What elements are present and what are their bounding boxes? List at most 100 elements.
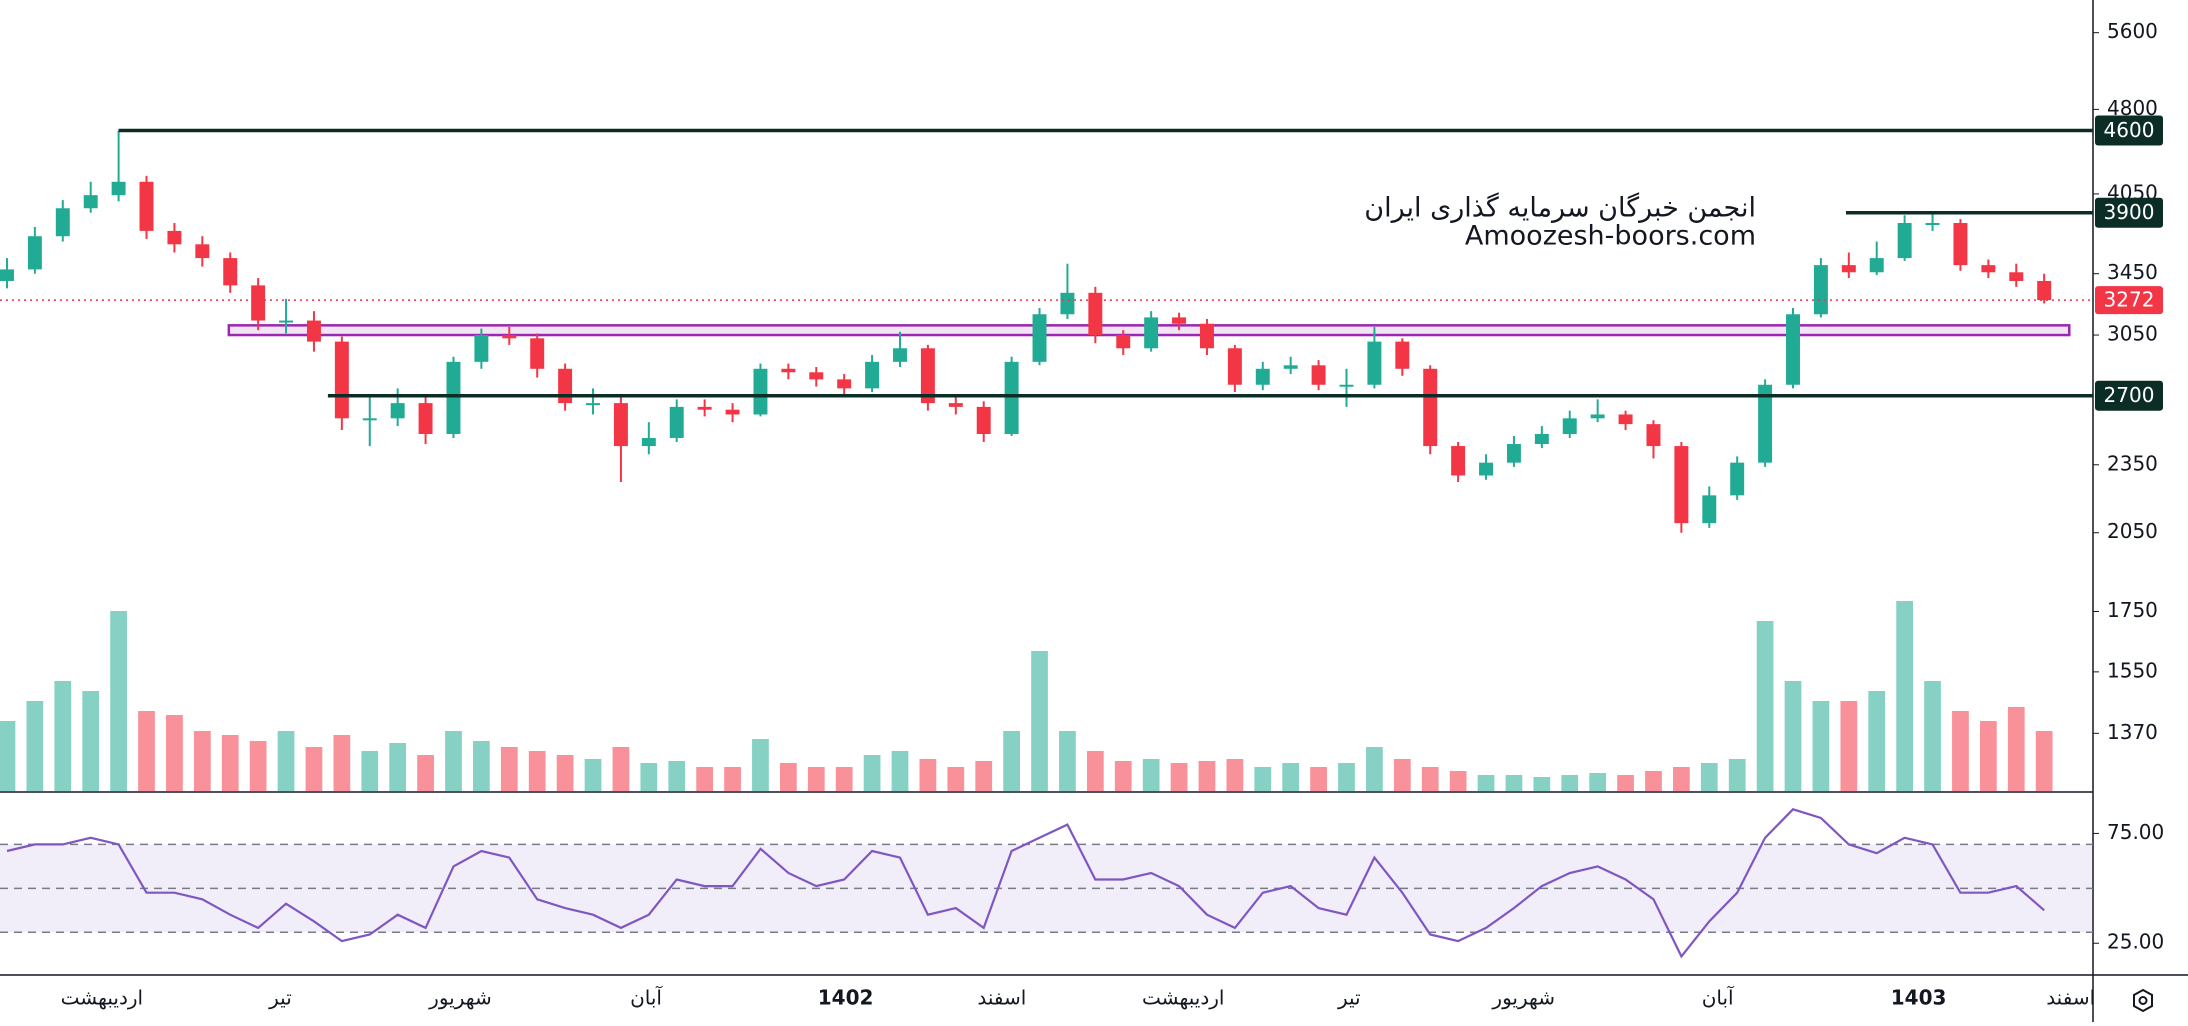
rsi-line	[6, 808, 2045, 959]
y-tick-label: 3450	[2107, 260, 2158, 284]
volume-bar	[1728, 759, 1746, 791]
last-price-label: 3272	[2104, 288, 2155, 312]
annotation: Amoozesh-boors.com	[1465, 221, 1756, 252]
x-tick-label: اردیبهشت	[1142, 986, 1224, 1010]
candle-body	[306, 320, 321, 342]
y-tick-label: 25.00	[2107, 930, 2164, 954]
level-label-box	[2095, 197, 2163, 228]
volume-bar	[752, 739, 769, 791]
candle-body	[669, 406, 684, 438]
candle-body	[1702, 495, 1717, 524]
candle-body	[1227, 348, 1242, 385]
candle-body	[1925, 223, 1940, 226]
volume-bar	[1673, 767, 1690, 791]
candle-body	[976, 406, 991, 434]
volume-bar	[947, 767, 965, 791]
x-tick-label: تیر	[268, 986, 292, 1010]
candle-body	[1283, 365, 1298, 369]
volume-bar	[221, 735, 239, 791]
candle-body	[1060, 292, 1075, 315]
y-tick-label: 1550	[2107, 658, 2158, 682]
y-tick-label: 2050	[2107, 519, 2158, 543]
volume-bar	[807, 767, 825, 791]
volume-bar	[54, 681, 72, 791]
candle-body	[641, 437, 656, 447]
volume-bar	[1505, 775, 1523, 791]
volume-bar	[1114, 761, 1132, 791]
candle-body	[613, 403, 628, 447]
candle-body	[27, 236, 42, 270]
x-tick-label: 1402	[818, 986, 874, 1010]
candle-body	[1423, 368, 1438, 447]
candle-body	[1339, 384, 1354, 387]
candle-body	[1869, 258, 1884, 273]
volume-bar	[1449, 771, 1467, 791]
candle-body	[446, 361, 461, 434]
x-tick-label: اسفند	[2046, 986, 2095, 1010]
candle-body	[1172, 317, 1187, 324]
volume-bar	[1896, 601, 1914, 791]
candle-body	[865, 361, 880, 389]
volume-bar	[138, 711, 155, 791]
volume-bar	[473, 741, 490, 791]
candle-body	[167, 230, 182, 245]
volume-bar	[249, 741, 267, 791]
candle-body	[334, 341, 349, 419]
volume-bar	[668, 761, 686, 791]
volume-bar	[166, 715, 183, 791]
volume-bar	[1086, 751, 1104, 791]
candle-body	[0, 269, 14, 281]
volume-bar	[1393, 759, 1411, 791]
volume-bar	[1282, 763, 1300, 791]
candle-body	[1004, 361, 1019, 434]
volume-bar	[1310, 767, 1327, 791]
candle-body	[2009, 272, 2024, 281]
candle-body	[55, 208, 70, 237]
volume-bar	[417, 755, 434, 791]
candle-body	[1674, 446, 1689, 524]
volume-bar	[1979, 721, 1997, 791]
volume-bar	[1142, 759, 1160, 791]
settings-icon[interactable]	[2133, 988, 2153, 1013]
candle-body	[1255, 368, 1270, 385]
volume-bar	[779, 763, 797, 791]
volume-bar	[835, 767, 853, 791]
volume-bar	[724, 767, 741, 791]
volume-bar	[584, 759, 602, 791]
volume-bar	[82, 691, 100, 791]
volume-bar	[1952, 711, 1969, 791]
volume-bar	[1170, 763, 1188, 791]
volume-bar	[110, 611, 127, 791]
level-label-box	[2095, 115, 2163, 146]
volume-bar	[26, 701, 44, 791]
candle-body	[1534, 433, 1549, 445]
volume-bar	[919, 759, 937, 791]
x-tick-label: آبان	[1702, 985, 1735, 1010]
candle-body	[1506, 444, 1521, 463]
x-tick-label: اسفند	[977, 986, 1026, 1010]
volume-bar	[1031, 651, 1048, 791]
candle-body	[223, 258, 238, 286]
volume-bar	[863, 755, 881, 791]
volume-bar	[1589, 773, 1607, 791]
candle-body	[139, 181, 154, 231]
level-label-box	[2095, 380, 2163, 411]
x-tick-label: شهریور	[1491, 986, 1555, 1010]
volume-bar	[1003, 731, 1020, 791]
candle-body	[1367, 341, 1382, 385]
volume-bar	[2035, 731, 2053, 791]
settings-icon-dot	[2138, 996, 2148, 1005]
candle-body	[1813, 265, 1828, 315]
candle-body	[1395, 341, 1410, 369]
candle-body	[1311, 365, 1326, 385]
candle-body	[1897, 223, 1912, 259]
candle-body	[725, 409, 740, 415]
volume-bar	[556, 755, 574, 791]
volume-bar	[975, 761, 993, 791]
volume-bar	[891, 751, 909, 791]
volume-bar	[500, 747, 518, 791]
volume-bar	[1059, 731, 1076, 791]
